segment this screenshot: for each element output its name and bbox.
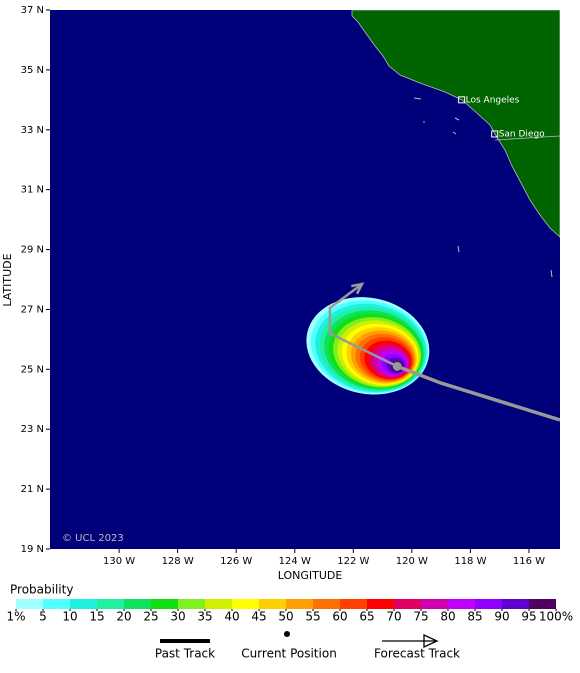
scale-swatch [286, 599, 313, 609]
scale-tick-label: 95 [521, 610, 536, 624]
y-axis-label: LATITUDE [1, 253, 14, 306]
scale-swatch [394, 599, 421, 609]
scale-tick-label: 55 [305, 610, 320, 624]
legend-current-position [284, 631, 290, 637]
scale-swatch [97, 599, 124, 609]
scale-swatch [313, 599, 340, 609]
legend-label: Current Position [241, 647, 337, 661]
forecast-track [328, 282, 398, 368]
scale-tick-label: 25 [143, 610, 158, 624]
x-tick-label: 124 W [279, 556, 311, 567]
scale-tick-label: 35 [197, 610, 212, 624]
y-tick-label: 25 N [21, 364, 44, 375]
y-tick-label: 33 N [21, 125, 44, 136]
y-tick-label: 35 N [21, 65, 44, 76]
scale-tick-label: 1% [6, 610, 25, 624]
scale-swatch [232, 599, 259, 609]
x-tick-label: 116 W [513, 556, 545, 567]
scale-swatch [421, 599, 448, 609]
scale-tick-label: 15 [89, 610, 104, 624]
scale-title: Probability [10, 583, 73, 597]
credit: © UCL 2023 [62, 533, 124, 544]
scale-tick-label: 40 [224, 610, 239, 624]
scale-tick-label: 70 [386, 610, 401, 624]
scale-swatch [340, 599, 367, 609]
past-track [396, 364, 560, 422]
current-position [392, 361, 402, 371]
scale-swatch [151, 599, 178, 609]
scale-tick-label: 5 [39, 610, 47, 624]
y-tick-label: 23 N [21, 424, 44, 435]
scale-tick-label: 20 [116, 610, 131, 624]
x-tick-label: 128 W [162, 556, 194, 567]
x-tick-label: 130 W [103, 556, 135, 567]
scale-swatch [259, 599, 286, 609]
land [351, 10, 560, 278]
y-tick-label: 27 N [21, 304, 44, 315]
scale-swatch [448, 599, 475, 609]
x-axis-label: LONGITUDE [278, 569, 343, 582]
scale-tick-label: 50 [278, 610, 293, 624]
scale-swatch [529, 599, 556, 609]
city-marker [491, 130, 499, 138]
x-tick-label: 120 W [396, 556, 428, 567]
scale-swatch [475, 599, 502, 609]
scale-swatch [178, 599, 205, 609]
y-tick-label: 21 N [21, 484, 44, 495]
legend-label: Past Track [155, 647, 215, 661]
scale-tick-label: 75 [413, 610, 428, 624]
scale-tick-label: 85 [467, 610, 482, 624]
y-tick-label: 37 N [21, 5, 44, 16]
scale-tick-label: 100% [539, 610, 573, 624]
x-tick-label: 118 W [454, 556, 486, 567]
city-marker [458, 96, 466, 104]
legend-forecast-track [382, 633, 439, 649]
overlay [328, 96, 560, 422]
scale-swatch [43, 599, 70, 609]
scale-tick-label: 65 [359, 610, 374, 624]
city-label: Los Angeles [466, 95, 520, 105]
scale-tick-label: 80 [440, 610, 455, 624]
city-label: San Diego [499, 129, 545, 139]
scale-tick-label: 90 [494, 610, 509, 624]
scale-swatch [70, 599, 97, 609]
scale-swatch [502, 599, 529, 609]
x-tick-label: 122 W [337, 556, 369, 567]
scale-tick-label: 10 [62, 610, 77, 624]
scale-tick-label: 30 [170, 610, 185, 624]
scale-swatch [16, 599, 43, 609]
x-tick-label: 126 W [220, 556, 252, 567]
scale-swatch [367, 599, 394, 609]
legend-label: Forecast Track [374, 647, 460, 661]
y-tick-label: 19 N [21, 544, 44, 555]
scale-swatch [124, 599, 151, 609]
forecast-arrowhead [351, 282, 365, 295]
y-tick-label: 31 N [21, 185, 44, 196]
scale-tick-label: 45 [251, 610, 266, 624]
scale-tick-label: 60 [332, 610, 347, 624]
y-tick-label: 29 N [21, 245, 44, 256]
scale-swatch [205, 599, 232, 609]
